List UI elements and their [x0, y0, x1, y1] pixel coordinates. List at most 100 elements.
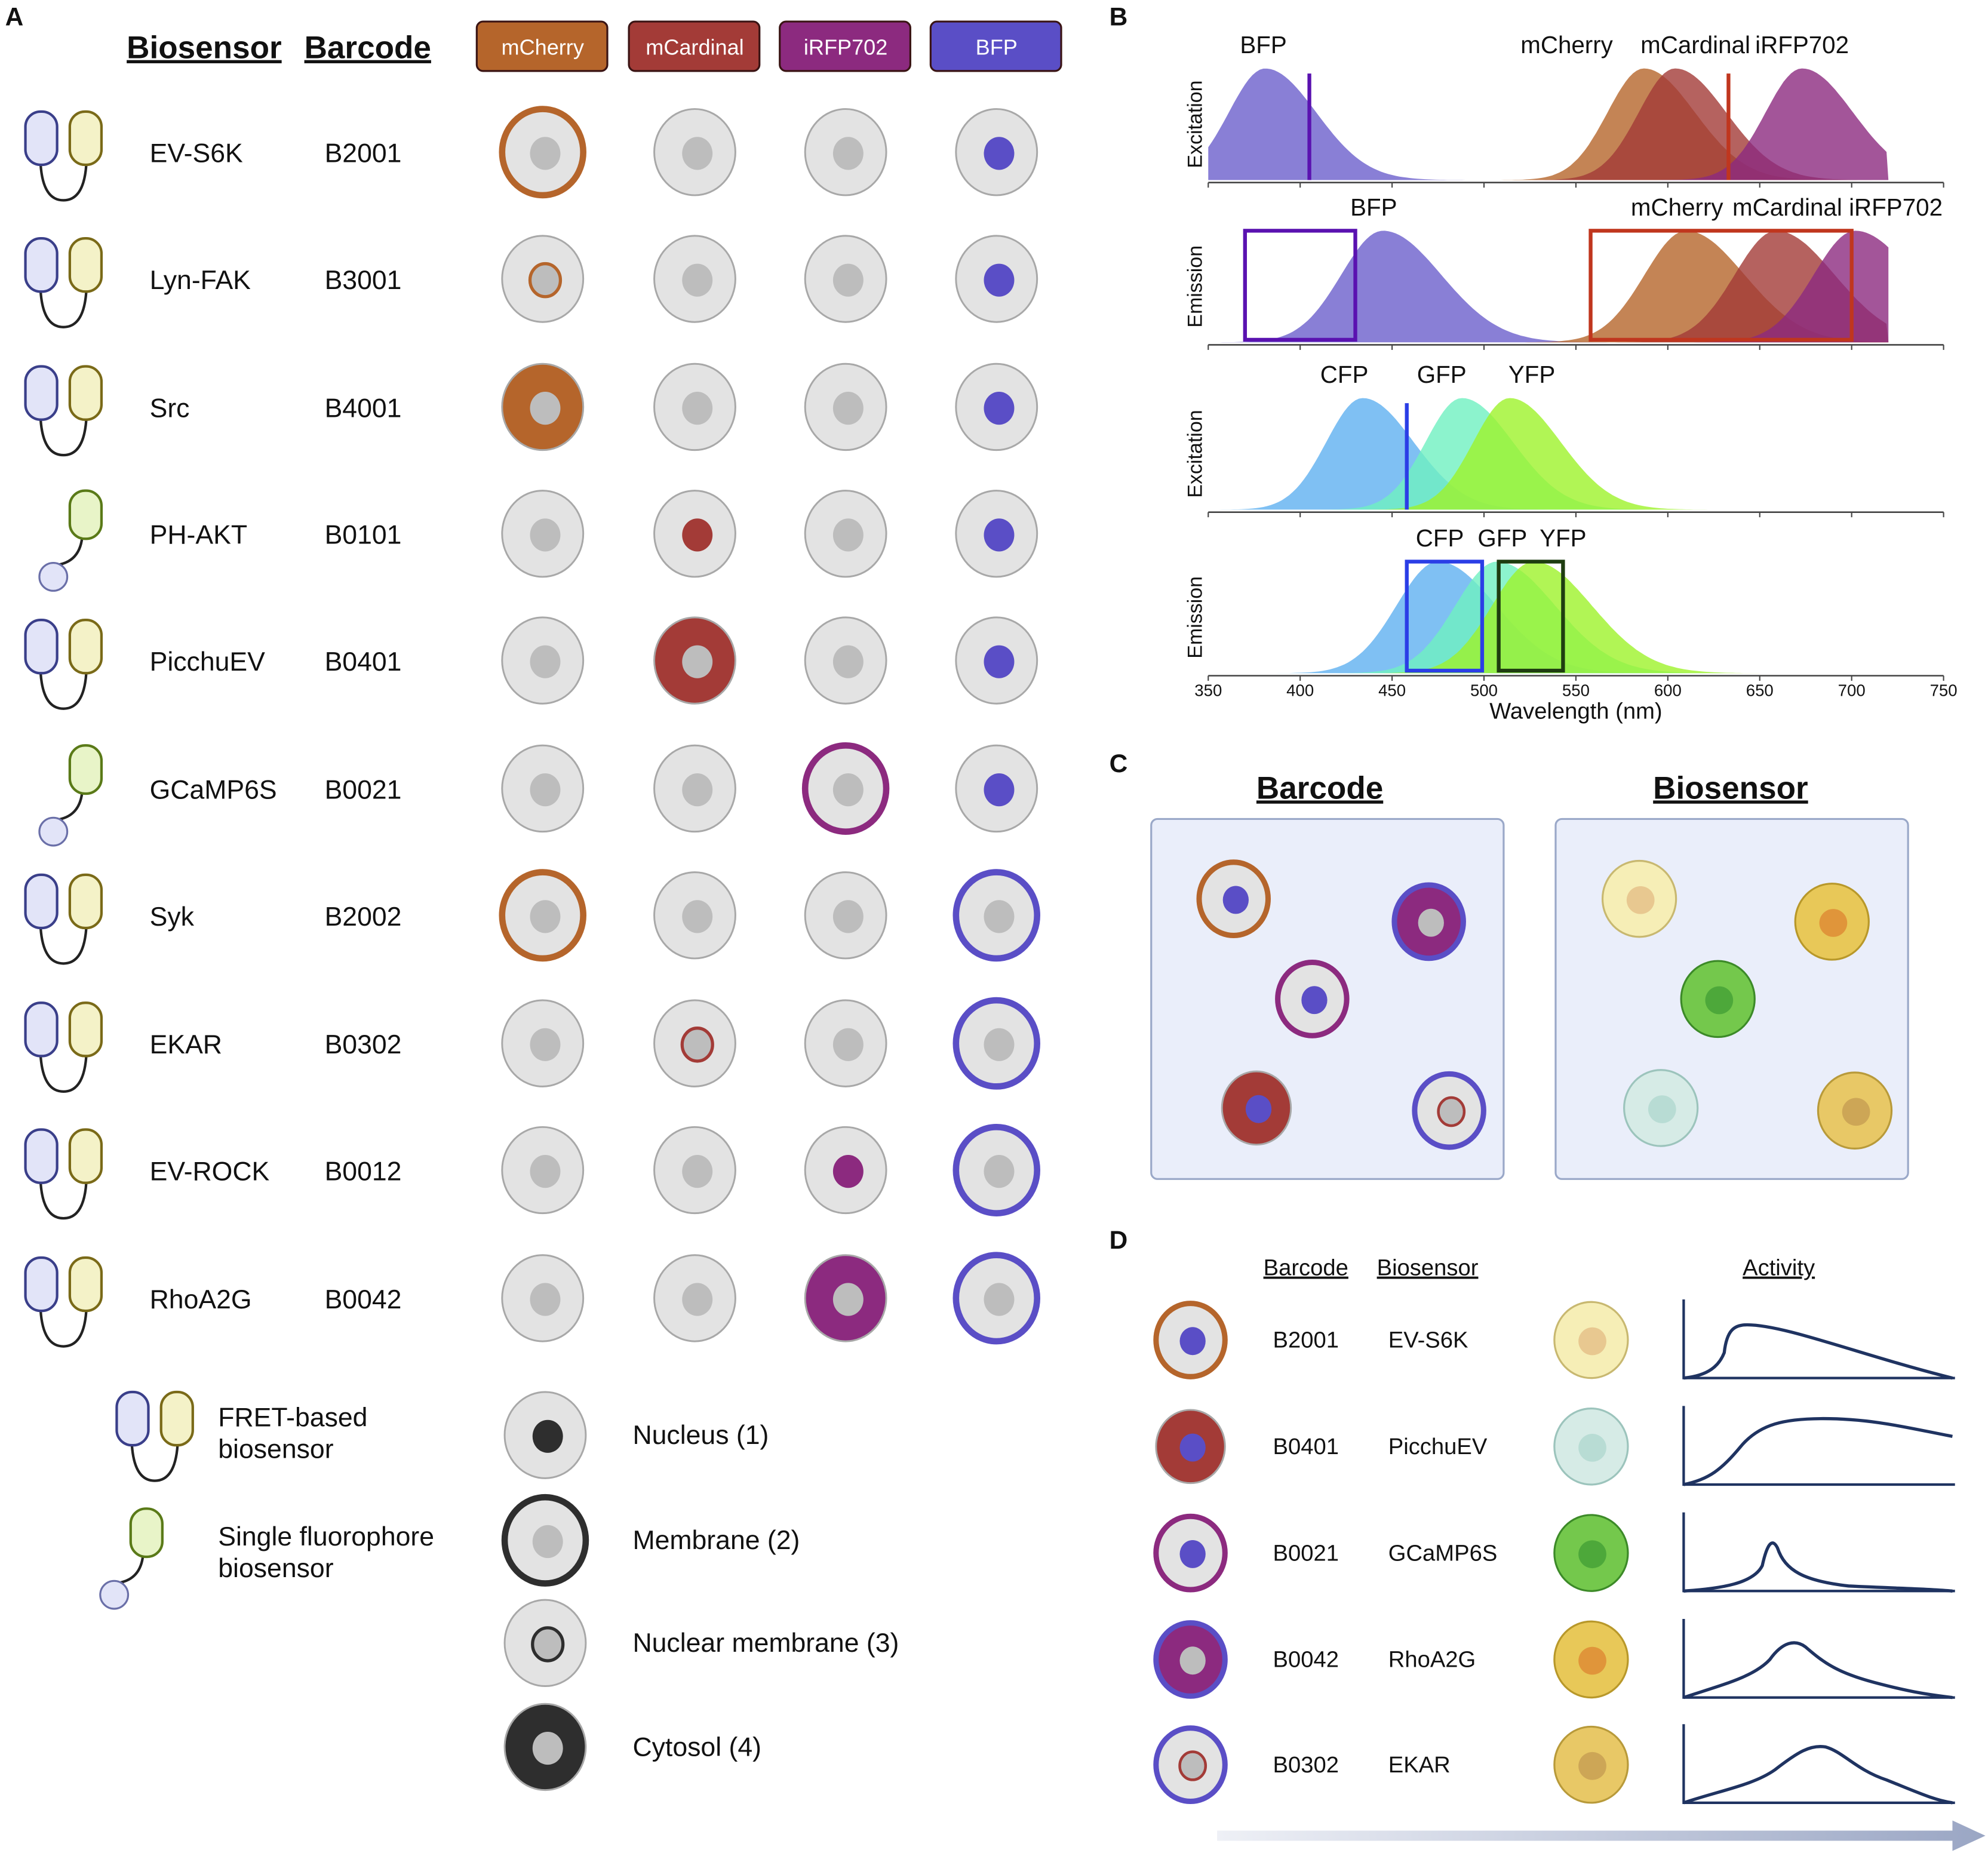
barcode-cell-mcardinal	[653, 871, 736, 960]
barcode-cell-bfp	[952, 869, 1040, 962]
channel-label: iRFP702	[804, 35, 887, 59]
biosensor-cell	[1553, 1301, 1629, 1379]
barcode-cell-mcherry	[501, 235, 585, 323]
cell-nucleus	[532, 1731, 563, 1765]
x-tick-label: 400	[1286, 681, 1314, 700]
legend-single-icon	[99, 1507, 164, 1610]
biosensor-name: PicchuEV	[150, 647, 266, 677]
barcode-id: B0401	[1273, 1434, 1339, 1459]
barcoded-cell	[1196, 859, 1271, 939]
channel-header-bfp: BFP	[929, 20, 1062, 72]
x-tick-label: 350	[1194, 681, 1222, 700]
biosensor-name: EV-S6K	[150, 139, 243, 168]
cell-nucleus	[1437, 1096, 1466, 1127]
activity-row: B2001 EV-S6K	[1153, 1299, 1955, 1380]
barcode-cell-mcardinal	[653, 744, 736, 833]
cell-nucleus	[530, 518, 561, 552]
barcode-cell-irfp702	[804, 999, 887, 1087]
biosensor-row: RhoA2G B0042	[24, 1252, 1040, 1348]
linker-icon	[39, 1310, 88, 1348]
biosensor-cell	[1553, 1725, 1629, 1804]
biosensor-name: PicchuEV	[1388, 1434, 1488, 1459]
barcode-cell-mcardinal	[653, 999, 736, 1087]
donor-fluorophore-icon	[24, 365, 59, 421]
barcode-cell-mcardinal	[653, 1254, 736, 1342]
linker-icon	[39, 1056, 88, 1093]
barcode-id: B0012	[325, 1157, 402, 1186]
barcode-cell-irfp702	[804, 108, 887, 196]
channel-header-mcherry: mCherry	[475, 20, 609, 72]
cell-nucleus	[832, 518, 864, 552]
cell-nucleus	[682, 1283, 713, 1316]
cell-nucleus	[984, 900, 1015, 933]
panel-c-label: C	[1110, 749, 1128, 778]
fluorophore-label: GFP	[1417, 361, 1467, 388]
panel-d-biosensor-header: Biosensor	[1377, 1255, 1479, 1281]
linker-icon	[39, 1182, 88, 1220]
biosensor-row: Lyn-FAK B3001	[24, 235, 1038, 328]
barcode-cell-mcardinal	[653, 1126, 736, 1215]
time-arrow	[1217, 1820, 1986, 1851]
fret-biosensor-icon	[24, 1128, 103, 1220]
cell-nucleus	[1705, 986, 1734, 1015]
cell-nucleus	[1626, 886, 1655, 914]
emission-filter-box	[1588, 229, 1854, 342]
channel-label: BFP	[976, 35, 1018, 59]
activity-row: B0042 RhoA2G	[1153, 1619, 1955, 1700]
fluorophore-icon	[68, 489, 103, 540]
spectrum-irfp702	[1596, 68, 1889, 180]
barcode-cell-mcherry	[501, 616, 585, 705]
cell-nucleus	[1578, 1327, 1606, 1356]
cell-nucleus	[832, 1283, 864, 1316]
biosensor-cell	[1553, 1408, 1629, 1486]
fret-biosensor-icon	[24, 110, 103, 202]
cell-nucleus	[1578, 1646, 1606, 1675]
cell-nucleus	[1245, 1095, 1272, 1123]
x-tick-label: 700	[1838, 681, 1866, 700]
barcode-cell-bfp	[955, 235, 1038, 323]
barcode-id: B0042	[1273, 1647, 1339, 1673]
spectrum-bfp	[1208, 231, 1677, 343]
cell-nucleus	[832, 263, 864, 297]
biosensor-name: RhoA2G	[150, 1285, 252, 1314]
panel-c-barcode-title: Barcode	[1256, 770, 1383, 806]
fret-biosensor-icon	[24, 1256, 103, 1348]
activity-row: B0302 EKAR	[1153, 1724, 1955, 1805]
emission-filter-box	[1405, 560, 1485, 673]
barcode-id: B2001	[1273, 1328, 1339, 1353]
panel-b-label: B	[1110, 2, 1128, 30]
activity-axes	[1682, 1512, 1955, 1593]
biosensor-cell	[1553, 1620, 1629, 1699]
activity-row: B0401 PicchuEV	[1155, 1406, 1955, 1486]
cell-nucleus	[1578, 1434, 1606, 1462]
cell-nucleus	[832, 1155, 864, 1188]
cell-nucleus	[984, 1283, 1015, 1316]
cell-nucleus	[531, 1626, 565, 1663]
x-tick-label: 750	[1930, 681, 1958, 700]
panel-a: mCherry mCardinal iRFP702 BFP EV-S6K B2001 Lyn…	[24, 20, 1062, 1792]
y-axis-label: Excitation	[1184, 80, 1207, 168]
cell-nucleus	[832, 1028, 864, 1061]
legend-type-line2: biosensor	[218, 1434, 333, 1464]
barcode-id: B2001	[325, 139, 402, 168]
barcode-cell-mcherry	[501, 1254, 585, 1342]
barcode-id: B0101	[325, 521, 402, 550]
biosensor-cell	[1794, 883, 1870, 961]
biosensor-row: EV-S6K B2001	[24, 106, 1038, 202]
donor-fluorophore-icon	[24, 110, 59, 167]
legend-location-label: Membrane (2)	[632, 1526, 800, 1555]
barcode-cell-bfp	[955, 616, 1038, 705]
legend-type-line1: Single fluorophore	[218, 1522, 434, 1551]
fluorophore-label: YFP	[1540, 524, 1586, 552]
acceptor-fluorophore-icon	[68, 1256, 103, 1313]
biosensor-row: Syk B2002	[24, 869, 1040, 965]
spectrum-cfp	[1208, 398, 1620, 510]
cell-nucleus	[984, 518, 1015, 552]
biosensor-name: EKAR	[150, 1030, 222, 1059]
cell-nucleus	[984, 773, 1015, 807]
biosensor-cell	[1680, 960, 1756, 1038]
barcode-cell-mcardinal	[653, 235, 736, 323]
channel-label: mCherry	[502, 35, 584, 59]
linker-icon	[39, 927, 88, 965]
linker-icon	[39, 291, 88, 328]
